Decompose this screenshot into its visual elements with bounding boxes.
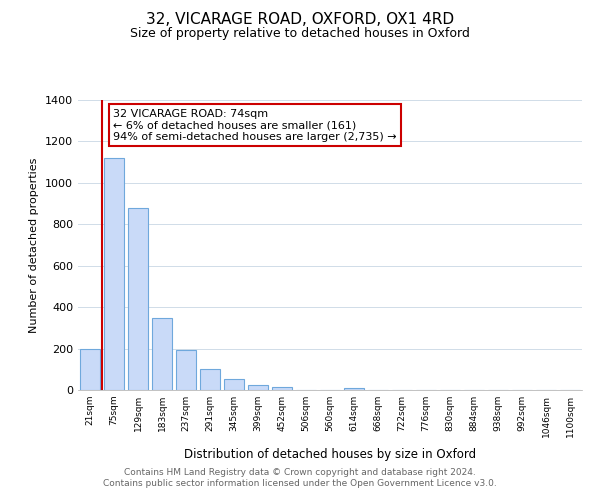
Text: Contains HM Land Registry data © Crown copyright and database right 2024.
Contai: Contains HM Land Registry data © Crown c… — [103, 468, 497, 487]
Bar — [176, 350, 196, 390]
Bar — [200, 370, 220, 390]
Bar — [104, 158, 124, 390]
Bar — [80, 348, 100, 390]
Bar — [272, 387, 292, 390]
X-axis label: Distribution of detached houses by size in Oxford: Distribution of detached houses by size … — [184, 448, 476, 461]
Text: Size of property relative to detached houses in Oxford: Size of property relative to detached ho… — [130, 28, 470, 40]
Bar — [224, 378, 244, 390]
Y-axis label: Number of detached properties: Number of detached properties — [29, 158, 40, 332]
Bar — [248, 385, 268, 390]
Bar — [152, 318, 172, 390]
Bar — [344, 388, 364, 390]
Text: 32, VICARAGE ROAD, OXFORD, OX1 4RD: 32, VICARAGE ROAD, OXFORD, OX1 4RD — [146, 12, 454, 28]
Text: 32 VICARAGE ROAD: 74sqm
← 6% of detached houses are smaller (161)
94% of semi-de: 32 VICARAGE ROAD: 74sqm ← 6% of detached… — [113, 108, 397, 142]
Bar — [128, 208, 148, 390]
